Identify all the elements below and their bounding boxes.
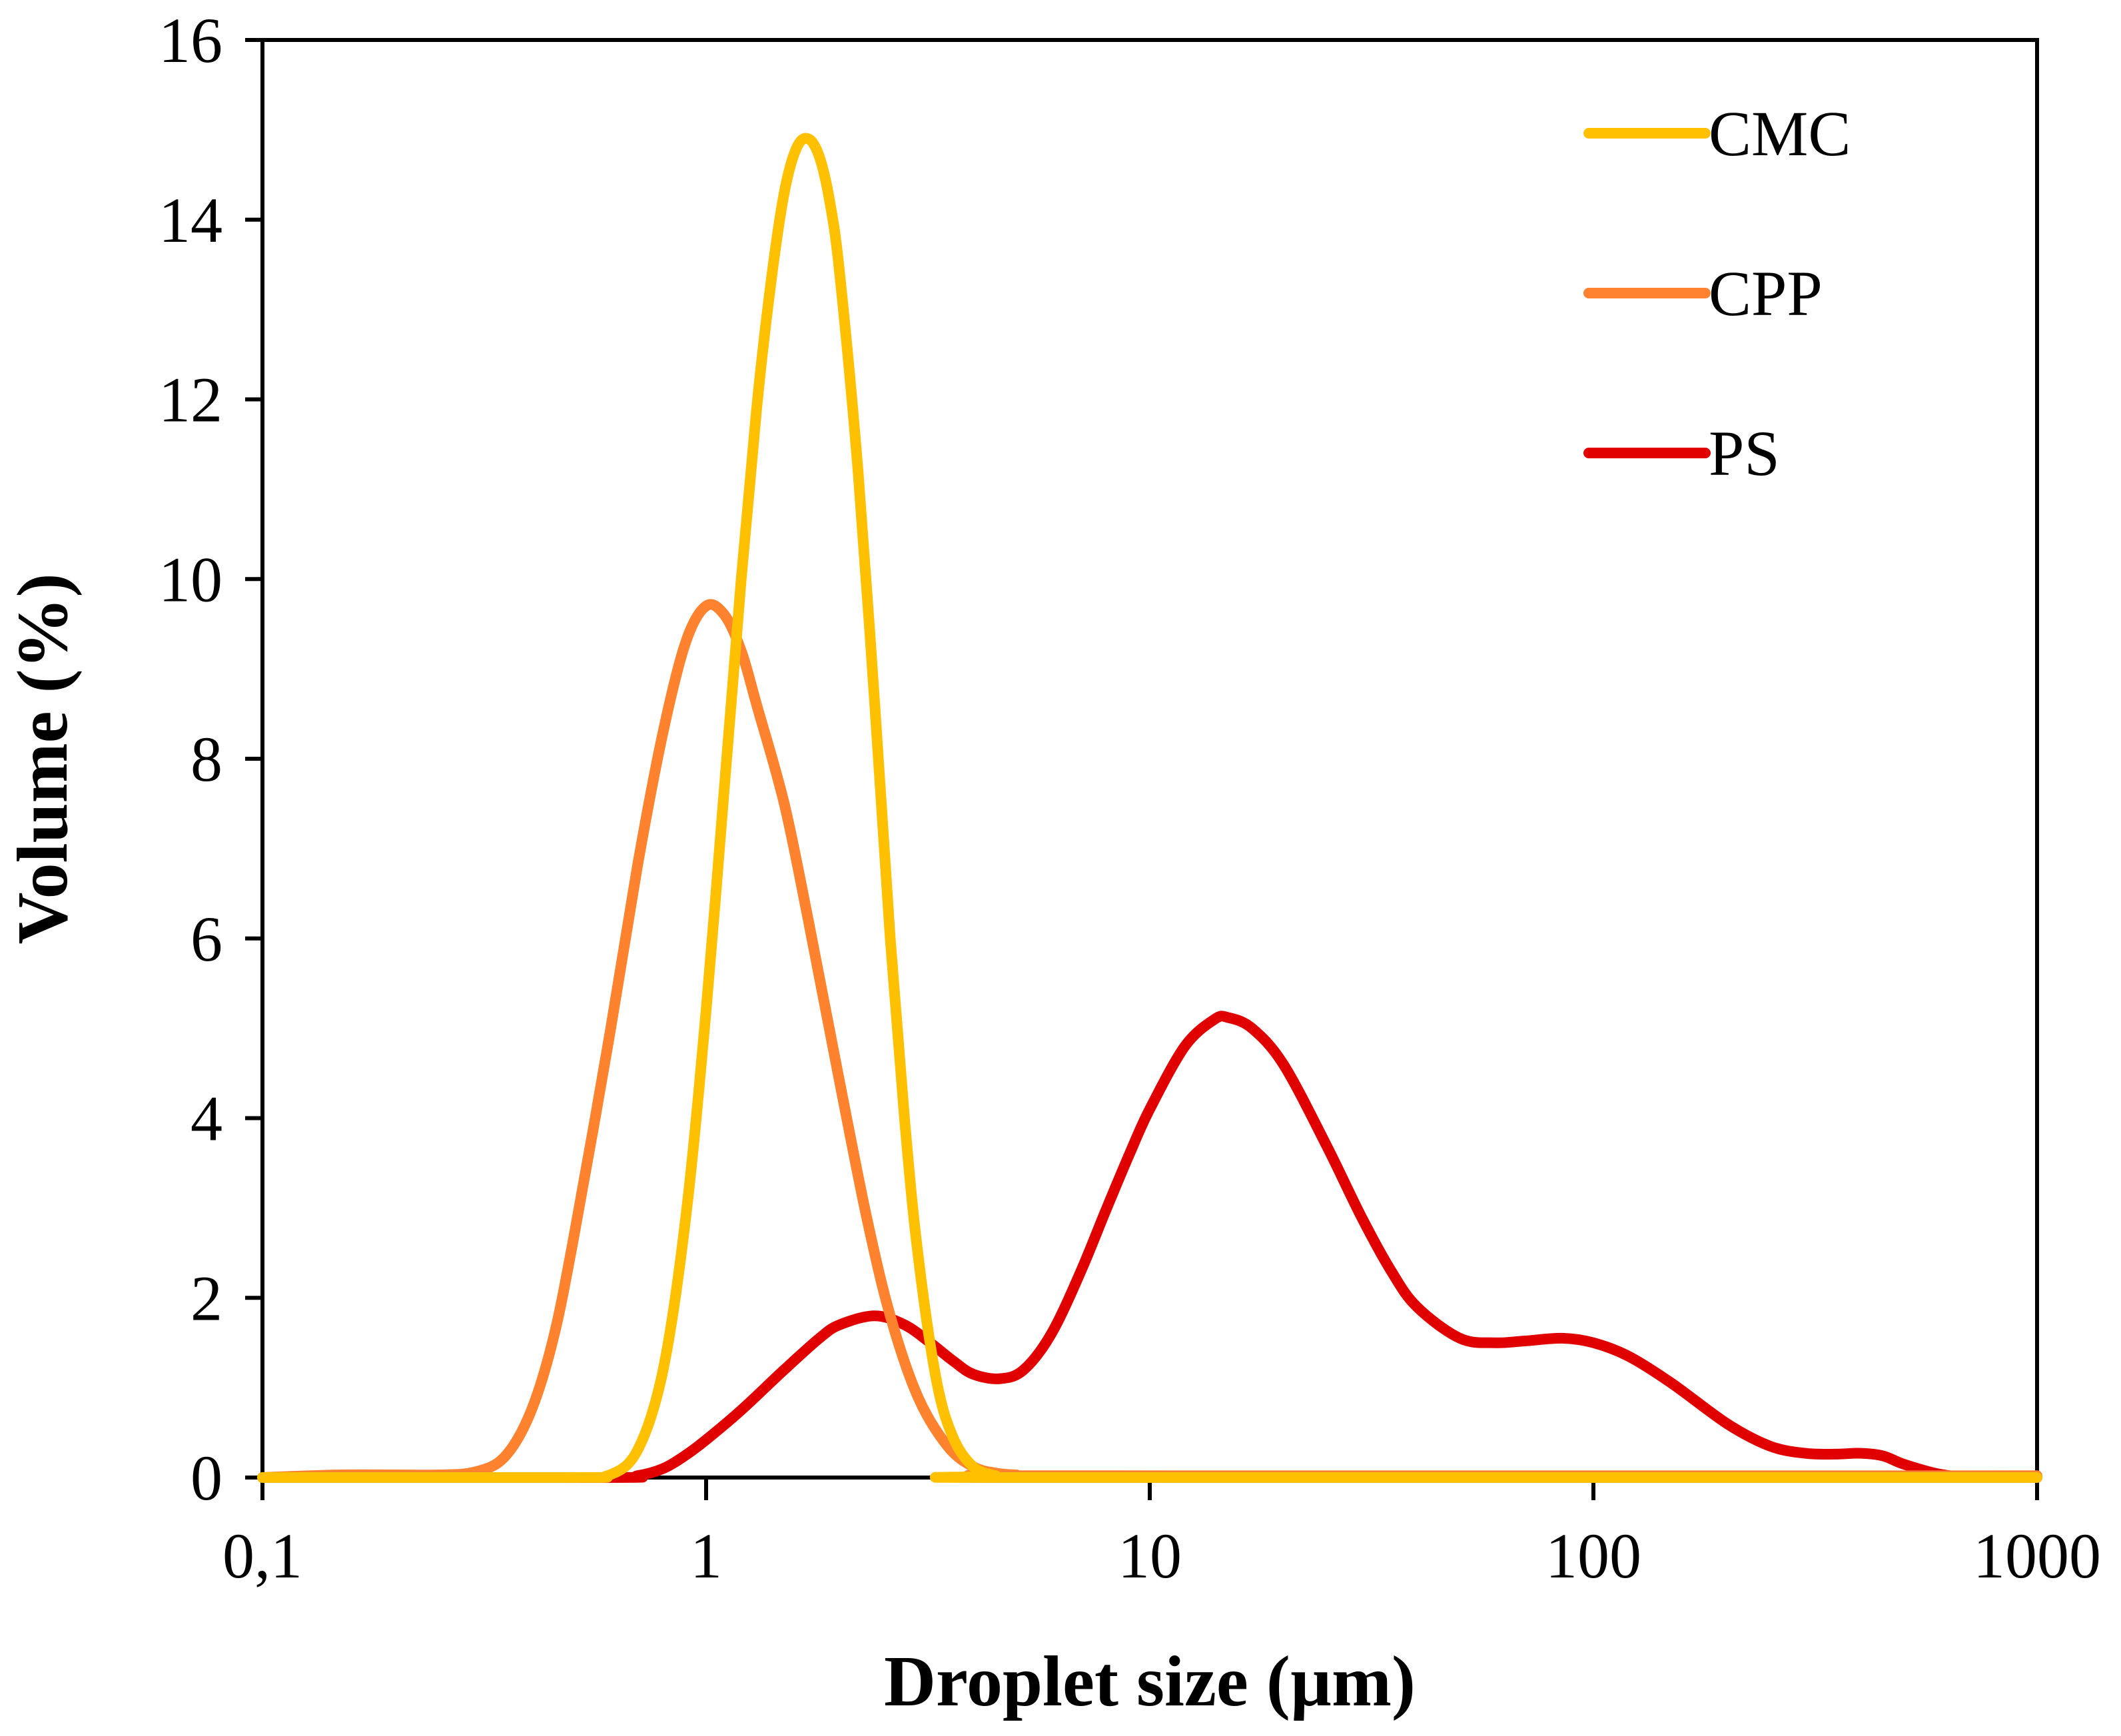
x-axis-title: Droplet size (µm) <box>884 1642 1416 1721</box>
legend-label-ps: PS <box>1709 418 1780 489</box>
y-tick-label: 12 <box>159 364 222 436</box>
legend-label-cmc: CMC <box>1709 98 1851 169</box>
legend-label-cpp: CPP <box>1709 258 1823 329</box>
series-line-cpp <box>257 599 2042 1483</box>
y-tick-label: 4 <box>191 1083 222 1154</box>
x-tick-label: 1000 <box>1973 1520 2101 1591</box>
plot-area <box>260 38 2039 1480</box>
x-tick-label: 100 <box>1545 1520 1641 1591</box>
y-tick-label: 0 <box>191 1442 222 1514</box>
series-group <box>257 133 2042 1484</box>
y-axis-title: Volume (%) <box>3 574 83 945</box>
y-tick-label: 16 <box>159 5 222 76</box>
y-tick-label: 2 <box>191 1262 222 1334</box>
y-tick-label: 10 <box>159 544 222 615</box>
x-tick-label: 10 <box>1118 1520 1182 1591</box>
y-tick-label: 14 <box>159 185 222 256</box>
y-tick-label: 6 <box>191 903 222 975</box>
x-tick-label: 1 <box>690 1520 722 1591</box>
series-line-cmc <box>257 133 2042 1484</box>
y-tick-label: 8 <box>191 723 222 795</box>
legend: CMC CPP PS <box>1583 98 1851 489</box>
x-tick-label: 0,1 <box>222 1520 302 1591</box>
axis-ticks: 0 2 4 6 8 10 12 14 16 0,1 1 10 100 1000 <box>159 5 2101 1591</box>
series-line-ps <box>257 1011 2042 1484</box>
